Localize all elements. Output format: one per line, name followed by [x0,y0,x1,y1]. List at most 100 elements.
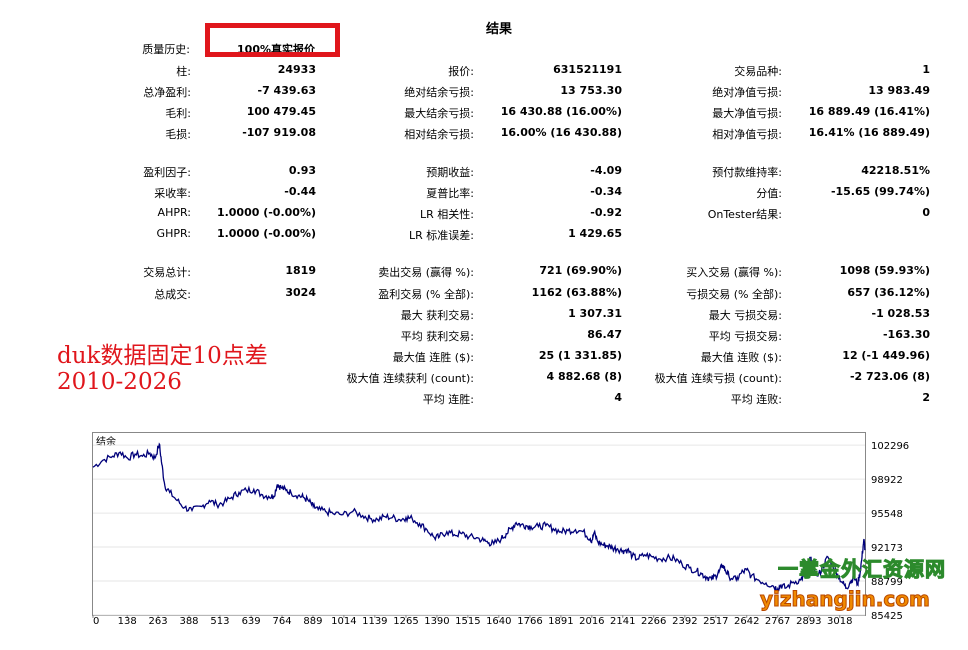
stat-value: 1819 [285,264,316,277]
stat-value: 1 429.65 [568,227,622,240]
stat-value: -107 919.08 [242,126,316,139]
x-tick-label: 1891 [548,616,573,627]
stat-label: 极大值 连续获利 (count): [346,372,474,385]
x-tick-label: 2642 [734,616,759,627]
stat-value: 1.0000 (-0.00%) [216,227,316,240]
stat-label: AHPR: [157,206,191,219]
quality-history-label: 质量历史: [142,43,190,56]
balance-chart-frame [92,432,866,616]
stat-value: 657 (36.12%) [847,286,930,299]
stat-label: 相对结余亏损: [404,128,474,141]
stat-label: 柱: [176,65,191,78]
stat-value: 1.0000 (-0.00%) [216,206,316,219]
stat-label: 预期收益: [426,166,474,179]
stat-value: 42218.51% [861,164,930,177]
stat-value: -0.34 [590,185,622,198]
stat-value: 16.41% (16 889.49) [808,126,930,139]
x-tick-label: 2266 [641,616,666,627]
x-tick-label: 2517 [703,616,728,627]
x-tick-label: 1766 [517,616,542,627]
stat-label: OnTester结果: [707,208,782,221]
stat-label: 亏损交易 (% 全部): [686,288,782,301]
x-tick-label: 1014 [331,616,356,627]
stat-label: 平均 连胜: [422,393,474,406]
x-tick-label: 1265 [393,616,418,627]
stat-label: 极大值 连续亏损 (count): [654,372,782,385]
y-tick-label: 102296 [871,441,909,452]
stat-value: 1162 (63.88%) [531,286,622,299]
stat-value: 16.00% (16 430.88) [500,126,622,139]
stat-label: 总净盈利: [143,86,191,99]
stat-label: 最大值 连胜 ($): [392,351,474,364]
x-tick-label: 1390 [424,616,449,627]
x-tick-label: 1139 [362,616,387,627]
stat-value: 631521191 [553,63,622,76]
stat-label: GHPR: [156,227,191,240]
x-tick-label: 2767 [765,616,790,627]
stat-value: 1 307.31 [568,307,622,320]
x-tick-label: 0 [93,616,99,627]
stat-value: -163.30 [882,328,930,341]
watermark-line2: yizhangjin.com [760,587,931,612]
x-tick-label: 2141 [610,616,635,627]
y-tick-label: 98922 [871,475,903,486]
stat-label: 最大结余亏损: [404,107,474,120]
x-tick-label: 513 [210,616,229,627]
overlay-note: duk数据固定10点差 2010-2026 [57,343,268,395]
stat-label: 夏普比率: [426,187,474,200]
x-tick-label: 1640 [486,616,511,627]
chart-title: 结余 [96,437,116,448]
stat-label: 最大 获利交易: [400,309,474,322]
stat-label: LR 相关性: [420,208,474,221]
y-tick-label: 95548 [871,509,903,520]
stat-label: 盈利因子: [143,166,191,179]
watermark-line1: 一掌金外汇资源网 [778,557,946,582]
stat-value: 1 [922,63,930,76]
stat-label: 平均 获利交易: [400,330,474,343]
stat-value: 1098 (59.93%) [839,264,930,277]
stat-label: 预付款维持率: [712,166,782,179]
stat-value: -0.44 [284,185,316,198]
stat-label: 采收率: [154,187,191,200]
stat-value: 24933 [277,63,316,76]
stat-value: 25 (1 331.85) [538,349,622,362]
stat-label: 平均 亏损交易: [708,330,782,343]
stat-value: 13 753.30 [560,84,622,97]
stat-label: 毛损: [165,128,191,141]
stat-value: 0.93 [288,164,316,177]
highlight-box [205,23,340,57]
stat-value: 4 [614,391,622,404]
x-tick-label: 2392 [672,616,697,627]
stat-label: 相对净值亏损: [712,128,782,141]
stat-value: -4.09 [590,164,622,177]
stat-value: 2 [922,391,930,404]
stat-value: 13 983.49 [868,84,930,97]
stat-value: 100 479.45 [246,105,316,118]
stat-label: 总成交: [154,288,191,301]
x-tick-label: 3018 [827,616,852,627]
stat-label: LR 标准误差: [409,229,474,242]
stat-value: -7 439.63 [257,84,317,97]
stat-value: -0.92 [590,206,622,219]
stat-label: 平均 连败: [730,393,782,406]
stat-label: 最大 亏损交易: [708,309,782,322]
stat-value: 12 (-1 449.96) [842,349,930,362]
x-tick-label: 2893 [796,616,821,627]
stat-label: 最大值 连败 ($): [700,351,782,364]
report-title: 结果 [486,22,513,37]
x-tick-label: 639 [242,616,261,627]
stat-value: 16 889.49 (16.41%) [808,105,930,118]
x-tick-label: 1515 [455,616,480,627]
stat-label: 交易总计: [143,266,191,279]
stat-label: 最大净值亏损: [712,107,782,120]
stat-value: 4 882.68 (8) [546,370,622,383]
y-tick-label: 85425 [871,611,903,622]
stat-value: -1 028.53 [871,307,931,320]
stat-label: 报价: [448,65,474,78]
overlay-note-line2: 2010-2026 [57,369,182,395]
stat-value: 86.47 [587,328,622,341]
x-tick-label: 889 [303,616,322,627]
stat-value: -15.65 (99.74%) [830,185,930,198]
stat-label: 毛利: [165,107,191,120]
overlay-note-line1: duk数据固定10点差 [57,343,268,369]
